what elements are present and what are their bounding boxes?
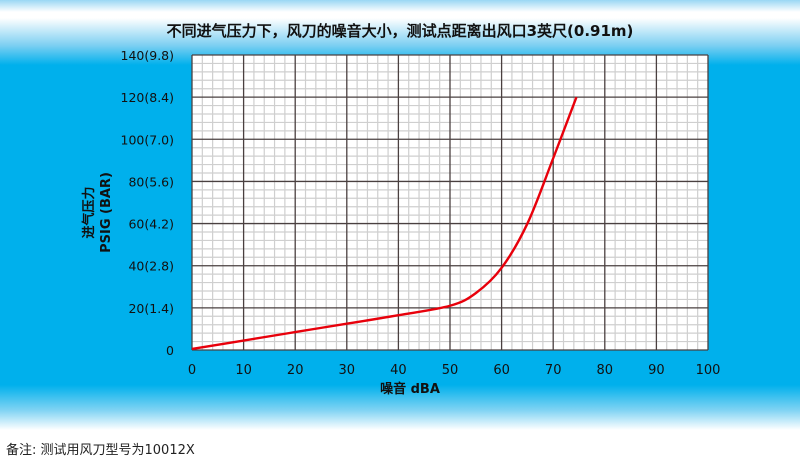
y-tick-label: 100(7.0): [121, 132, 175, 147]
chart: 0 10 20 30 40 50 60 70 80 90 100 0 20(1.4) 40(2.8) 60(…: [81, 48, 721, 397]
y-axis-label: PSIG (BAR): [99, 172, 114, 253]
y-tick-label: 0: [166, 343, 174, 358]
x-tick-label: 20: [287, 363, 304, 378]
x-tick-label: 50: [442, 363, 459, 378]
chart-title: 不同进气压力下，风刀的噪音大小，测试点距离出风口3英尺(0.91m): [166, 22, 634, 40]
x-tick-label: 70: [545, 363, 562, 378]
x-tick-label: 90: [648, 363, 665, 378]
x-tick-label: 100: [696, 363, 721, 378]
y-axis-label: 进气压力: [81, 186, 97, 238]
x-tick-label: 30: [339, 363, 356, 378]
y-tick-label: 120(8.4): [121, 90, 175, 105]
y-tick-label: 60(4.2): [128, 217, 174, 232]
y-tick-label: 80(5.6): [128, 174, 174, 189]
x-tick-label: 0: [188, 363, 196, 378]
series-line: [191, 96, 578, 351]
x-axis-label: 噪音 dBA: [380, 381, 440, 397]
x-tick-label: 10: [235, 363, 252, 378]
x-tick-label: 40: [390, 363, 407, 378]
y-tick-label: 140(9.8): [121, 48, 175, 63]
x-tick-label: 60: [493, 363, 510, 378]
x-tick-label: 80: [597, 363, 614, 378]
footnote: 备注: 测试用风刀型号为10012X: [6, 443, 195, 458]
y-tick-label: 40(2.8): [128, 259, 174, 274]
y-tick-label: 20(1.4): [128, 301, 174, 316]
